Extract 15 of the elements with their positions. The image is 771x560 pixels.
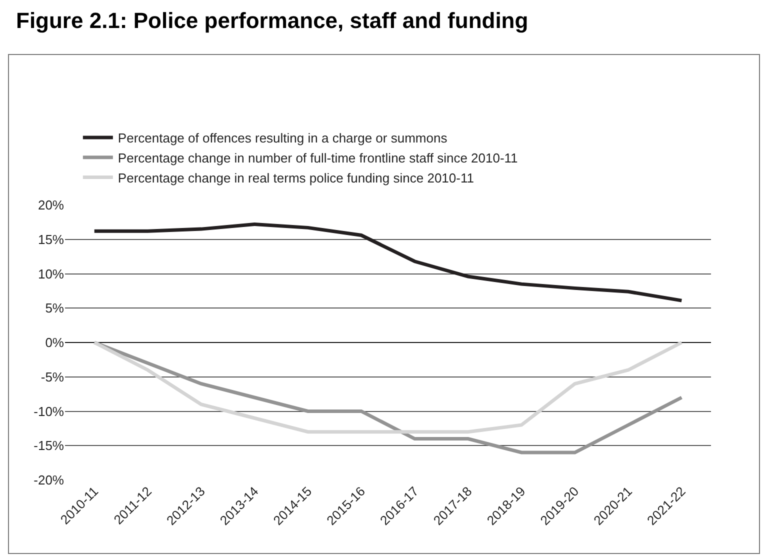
y-tick-label: -20% [34,472,64,488]
y-tick-label: 10% [38,266,64,282]
y-tick-label: -15% [34,438,64,454]
line-series [92,340,684,434]
y-tick-label: 20% [38,198,64,213]
line-series [92,222,684,302]
chart-title: Figure 2.1: Police performance, staff and funding [16,8,528,34]
legend-label: Percentage change in real terms police funding since 2010-11 [118,170,474,186]
legend-label: Percentage of offences resulting in a charge or summons [118,130,448,146]
legend-label: Percentage change in number of full-time frontline staff since 2010-11 [118,150,518,166]
y-tick-label: 15% [38,232,64,247]
y-tick-label: 5% [45,300,64,316]
y-tick-label: -10% [34,404,64,419]
y-tick-label: 0% [45,335,64,350]
y-tick-label: -5% [40,369,64,384]
